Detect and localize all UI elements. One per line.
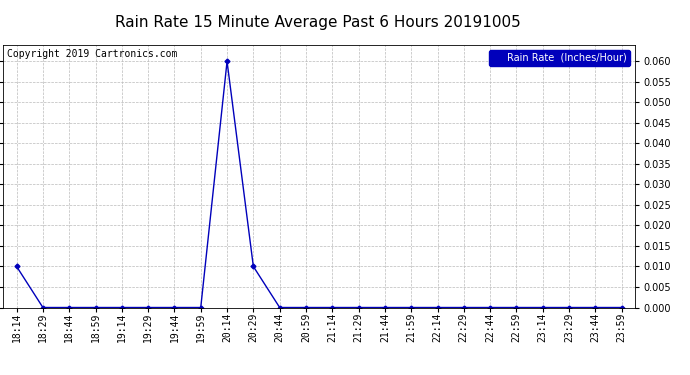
Text: Rain Rate 15 Minute Average Past 6 Hours 20191005: Rain Rate 15 Minute Average Past 6 Hours… <box>115 15 520 30</box>
Text: Copyright 2019 Cartronics.com: Copyright 2019 Cartronics.com <box>7 49 177 59</box>
Legend: Rain Rate  (Inches/Hour): Rain Rate (Inches/Hour) <box>489 50 630 66</box>
